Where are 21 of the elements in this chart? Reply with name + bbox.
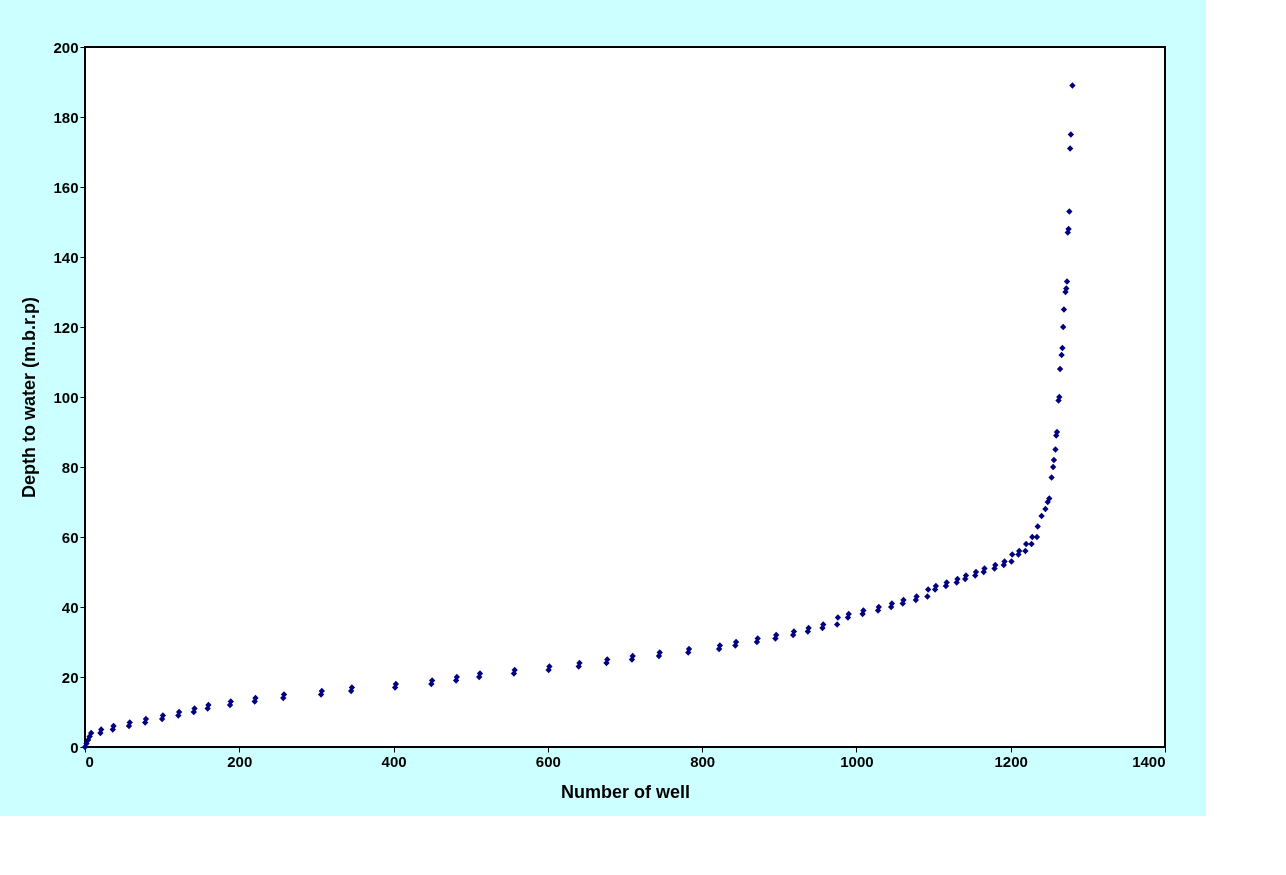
y-tick-label: 40	[61, 598, 79, 616]
y-tick-label: 80	[61, 458, 79, 476]
x-tick-label: 400	[381, 752, 407, 770]
y-tick-label: 140	[53, 248, 79, 266]
y-tick-label: 0	[70, 738, 79, 756]
x-tick-label: 0	[85, 752, 94, 770]
y-tick-label: 120	[53, 318, 79, 336]
x-tick-label: 1400	[1132, 752, 1166, 770]
x-tick-label: 600	[535, 752, 561, 770]
x-tick-label: 800	[690, 752, 716, 770]
y-tick-label: 160	[53, 178, 79, 196]
x-tick-label: 1200	[994, 752, 1028, 770]
y-tick-label: 60	[61, 528, 79, 546]
y-axis-title: Depth to water (m.b.r.p)	[19, 296, 40, 499]
x-tick-label: 1000	[840, 752, 874, 770]
x-axis-title: Number of well	[560, 781, 691, 802]
y-tick-label: 20	[61, 668, 79, 686]
y-tick-label: 100	[53, 388, 79, 406]
y-tick-label: 180	[53, 108, 79, 126]
y-tick-label: 200	[53, 38, 79, 56]
x-tick-label: 200	[227, 752, 253, 770]
